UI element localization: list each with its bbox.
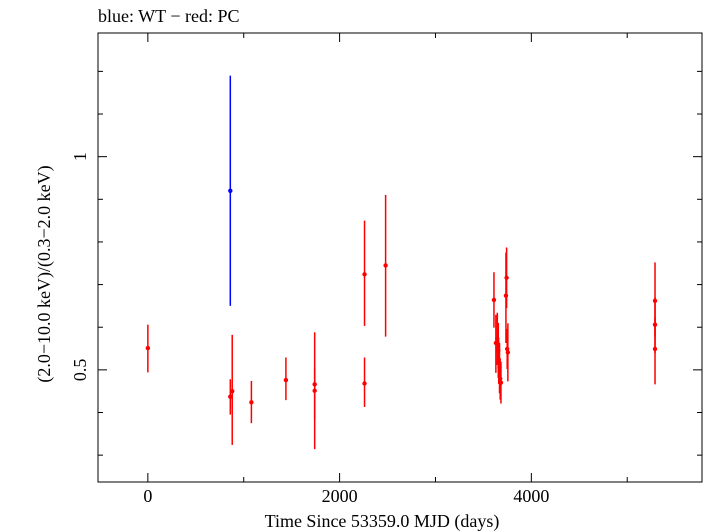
data-point (652, 346, 658, 352)
y-tick-label: 1 (70, 152, 90, 161)
data-point (283, 377, 289, 383)
x-tick-label: 0 (143, 486, 152, 506)
data-point (145, 345, 151, 351)
data-point (362, 381, 367, 386)
data-point (383, 263, 388, 268)
plot-frame (97, 32, 703, 483)
y-axis-label: (2.0−10.0 keV)/(0.3−2.0 keV) (34, 165, 55, 382)
y-axis: 0.51 (70, 70, 702, 456)
x-axis: 0 2000 4000 (143, 33, 628, 506)
x-tick-label: 2000 (322, 486, 358, 506)
data-point (249, 400, 254, 405)
data-point (228, 188, 233, 193)
data-point (505, 350, 511, 355)
data-point (228, 394, 233, 399)
data-point (498, 380, 504, 385)
data-point (230, 388, 235, 394)
x-axis-label: Time Since 53359.0 MJD (days) (265, 511, 500, 532)
x-tick-label: 4000 (513, 486, 549, 506)
data-point (312, 388, 317, 393)
data-point (491, 297, 497, 303)
y-tick-label: 0.5 (70, 359, 90, 382)
data-point (504, 275, 509, 280)
chart-title: blue: WT − red: PC (98, 6, 239, 26)
data-point (362, 272, 367, 277)
data-point (497, 376, 503, 382)
data-series (145, 75, 658, 450)
